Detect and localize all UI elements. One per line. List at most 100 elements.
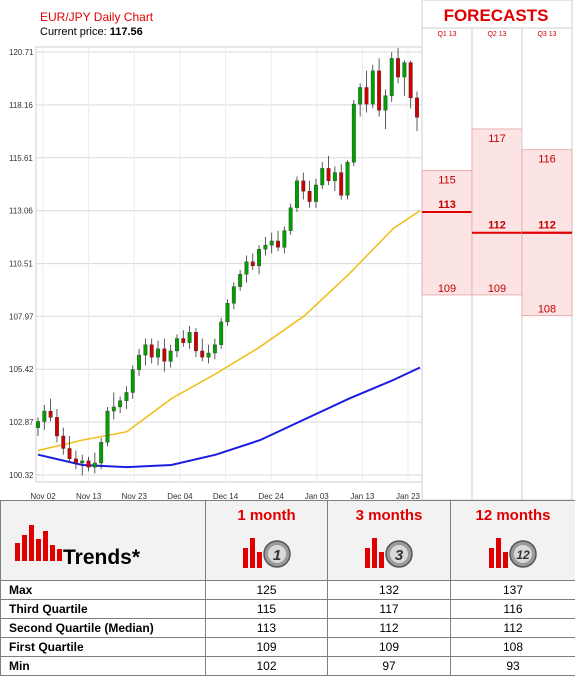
candle-body	[288, 207, 293, 231]
header-1-month: 1 month 1	[205, 500, 328, 581]
cell-value: 109	[205, 637, 328, 657]
candle-body	[345, 161, 350, 196]
cell-value: 132	[327, 580, 451, 600]
candle-body	[339, 172, 344, 196]
forecast-column-label: Q2 13	[487, 31, 506, 38]
candle-body	[55, 417, 59, 437]
candle-body	[168, 350, 173, 362]
candle-body	[295, 180, 299, 208]
forecast-low-label: 109	[488, 283, 506, 295]
forecast-median-label: 112	[488, 220, 506, 232]
x-tick-label: Jan 23	[396, 492, 421, 500]
candle-body	[219, 321, 224, 345]
cell-value: 137	[450, 580, 575, 600]
candle-body	[358, 87, 363, 105]
cell-value: 102	[205, 656, 328, 676]
y-tick-label: 100.32	[9, 471, 34, 480]
current-price: Current price: 117.56	[40, 26, 143, 38]
y-axis-ticks: 120.71 118.16 115.61 113.06 110.51 107.97 105.…	[9, 48, 34, 480]
candle-body	[383, 95, 388, 111]
forecast-low-label: 109	[438, 283, 456, 295]
x-tick-label: Dec 14	[213, 492, 239, 500]
candle-body	[250, 261, 255, 267]
candle-body	[143, 344, 148, 356]
forecast-median-label: 112	[538, 220, 556, 232]
candle-body	[269, 240, 274, 246]
candle-body	[92, 462, 97, 468]
forecasts-header	[421, 0, 573, 29]
x-tick-label: Nov 23	[122, 492, 148, 500]
y-tick-label: 115.61	[9, 154, 33, 163]
candle-body	[61, 435, 66, 449]
row-label: First Quartile	[0, 637, 206, 657]
row-label: Max	[0, 580, 206, 600]
candle-body	[67, 448, 72, 460]
header-12-months: 12 months 12	[450, 500, 575, 581]
y-tick-label: 113.06	[9, 207, 33, 216]
cell-value: 108	[450, 637, 575, 657]
candle-body	[238, 273, 243, 287]
candle-body	[231, 286, 236, 304]
x-tick-label: Dec 24	[258, 492, 284, 500]
forecast-high-label: 117	[488, 133, 506, 145]
candle-body	[402, 62, 407, 78]
x-tick-label: Nov 13	[76, 492, 102, 500]
candle-body	[130, 369, 135, 393]
bar-chart-icon	[15, 525, 62, 561]
candle-body	[149, 344, 154, 358]
candle-body	[326, 168, 331, 182]
candle-body	[193, 332, 198, 352]
table-row: Third Quartile 115 117 116	[0, 599, 575, 619]
x-axis-ticks: Nov 02 Nov 13 Nov 23 Dec 04 Dec 14 Dec 24 Jan …	[30, 492, 420, 500]
y-tick-label: 120.71	[9, 48, 34, 57]
candle-body	[111, 406, 116, 412]
candle-body	[73, 458, 78, 464]
header-3-months: 3 months 3	[327, 500, 451, 581]
cell-value: 109	[327, 637, 451, 657]
table-row: First Quartile 109 109 108	[0, 637, 575, 657]
row-label: Second Quartile (Median)	[0, 618, 206, 638]
current-price-label: Current price:	[40, 26, 107, 38]
forecast-band	[471, 128, 523, 296]
candle-body	[408, 62, 413, 99]
candle-body	[42, 410, 47, 422]
candle-body	[301, 180, 306, 192]
cell-value: 93	[450, 656, 575, 676]
candle-body	[36, 421, 40, 428]
row-label: Min	[0, 656, 206, 676]
candle-body	[162, 348, 167, 362]
trends-title-cell: Trends*	[0, 500, 206, 581]
candle-body	[263, 244, 268, 250]
y-tick-label: 107.97	[9, 312, 34, 321]
candle-body	[307, 191, 312, 202]
candle-body	[415, 97, 419, 118]
forecast-column-label: Q3 13	[537, 31, 556, 38]
forecast-columns: Q1 13 115 113 109 Q2 13 117 112 109 Q3 13 116 112 1…	[421, 27, 573, 500]
forecast-band	[421, 170, 473, 296]
candle-body	[364, 87, 369, 105]
candle-body	[48, 410, 53, 418]
trends-table: Trends* 1 month 1 3 months 3	[0, 500, 575, 676]
cell-value: 125	[205, 580, 328, 600]
eurjpy-chart: 120.71 118.16 115.61 113.06 110.51 107.97 105.…	[9, 0, 573, 500]
cell-value: 117	[327, 599, 451, 619]
forecast-high-label: 115	[438, 174, 456, 186]
candle-body	[313, 184, 318, 202]
candle-body	[332, 172, 337, 182]
ma-slow-line	[37, 366, 421, 469]
cell-value: 115	[205, 599, 328, 619]
calendar-12-icon: 12	[489, 538, 537, 568]
candle-body	[276, 240, 280, 248]
y-tick-label: 102.87	[9, 418, 34, 427]
candle-body	[118, 400, 123, 408]
forecast-column-label: Q1 13	[437, 31, 456, 38]
cell-value: 113	[205, 618, 328, 638]
header-label: 3 months	[355, 507, 423, 524]
x-tick-label: Dec 04	[167, 492, 193, 500]
cell-value: 112	[450, 618, 575, 638]
x-tick-label: Jan 13	[350, 492, 375, 500]
x-tick-label: Nov 02	[30, 492, 56, 500]
forecasts-title: FORECASTS	[444, 6, 549, 25]
candle-body	[99, 442, 104, 464]
candle-body	[257, 249, 262, 267]
